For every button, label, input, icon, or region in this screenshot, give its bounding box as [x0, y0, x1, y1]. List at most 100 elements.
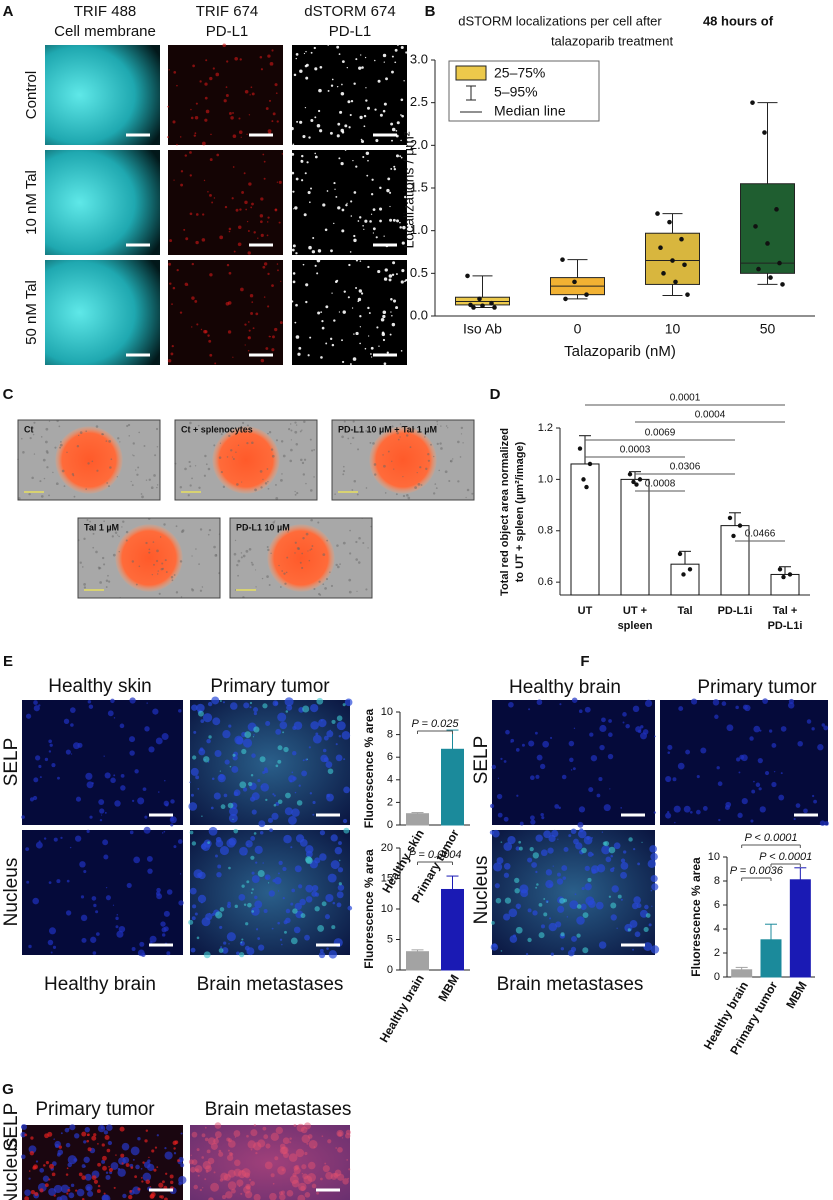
micrograph-speck: [225, 86, 228, 88]
micrograph-speck: [393, 468, 395, 470]
micrograph-speck: [149, 935, 157, 943]
micrograph-speck: [294, 421, 297, 424]
micrograph-speck: [154, 454, 157, 457]
micrograph-speck: [279, 938, 283, 941]
micrograph-speck: [20, 437, 23, 440]
micrograph-speck: [194, 132, 197, 135]
micrograph-speck: [611, 885, 619, 893]
micrograph-speck: [95, 550, 98, 554]
micrograph-speck: [573, 727, 576, 730]
micrograph-speck: [337, 884, 345, 891]
micrograph-speck: [247, 321, 250, 323]
micrograph-speck: [104, 811, 107, 814]
micrograph-background: [45, 150, 160, 255]
micrograph-speck: [322, 1165, 330, 1173]
micrograph-speck: [154, 1146, 158, 1149]
micrograph-speck: [308, 1139, 318, 1149]
spheroid: [212, 426, 280, 494]
micrograph-speck: [56, 879, 61, 884]
micrograph-speck: [357, 300, 360, 303]
micrograph-speck: [208, 528, 212, 532]
micrograph-speck: [341, 1137, 344, 1139]
micrograph-speck: [629, 920, 638, 928]
micrograph-speck: [87, 1147, 92, 1152]
micrograph-speck: [211, 696, 220, 705]
micrograph-speck: [712, 699, 720, 706]
micrograph-speck: [175, 591, 179, 594]
x-tick-label: Tal: [677, 605, 692, 617]
micrograph-speck: [588, 787, 594, 793]
micrograph-speck: [370, 356, 373, 358]
micrograph-speck: [383, 102, 387, 106]
micrograph-speck: [254, 900, 263, 909]
micrograph: [188, 826, 353, 959]
micrograph-speck: [118, 925, 126, 933]
micrograph-speck: [254, 895, 258, 900]
micrograph-speck: [300, 159, 303, 162]
micrograph-speck: [260, 486, 263, 489]
micrograph-speck: [227, 330, 232, 334]
micrograph-speck: [136, 473, 139, 476]
micrograph-speck: [313, 1146, 316, 1149]
micrograph-speck: [356, 590, 358, 592]
data-point: [677, 551, 683, 557]
micrograph-speck: [637, 862, 641, 866]
micrograph-speck: [108, 439, 112, 443]
micrograph-speck: [46, 466, 49, 469]
micrograph-speck: [158, 592, 161, 595]
micrograph-speck: [310, 51, 313, 54]
micrograph-speck: [306, 758, 309, 761]
micrograph-speck: [255, 312, 259, 316]
micrograph-speck: [562, 876, 567, 880]
micrograph-speck: [303, 213, 307, 217]
micrograph-speck: [535, 870, 538, 874]
micrograph-speck: [250, 206, 253, 209]
micrograph-speck: [267, 432, 269, 435]
micrograph-speck: [601, 717, 606, 723]
image-label: PD-L1 10 µM: [236, 522, 290, 532]
micrograph-speck: [170, 352, 174, 356]
micrograph-speck: [185, 237, 189, 241]
micrograph-speck: [249, 796, 256, 802]
micrograph-speck: [114, 531, 118, 535]
micrograph-speck: [251, 871, 255, 875]
micrograph-speck: [135, 469, 137, 471]
micrograph-speck: [278, 221, 281, 224]
micrograph-speck: [321, 901, 327, 907]
micrograph-speck: [209, 353, 213, 357]
micrograph-speck: [206, 738, 211, 744]
x-tick-label: 0: [574, 321, 582, 337]
micrograph-speck: [243, 172, 246, 175]
image-header: Brain metastases: [197, 974, 344, 995]
micrograph-speck: [81, 566, 84, 568]
micrograph-speck: [349, 552, 352, 555]
micrograph-speck: [326, 539, 329, 542]
micrograph-speck: [496, 857, 504, 865]
micrograph-speck: [241, 884, 245, 888]
micrograph-speck: [195, 548, 197, 550]
micrograph-speck: [332, 901, 336, 905]
micrograph-speck: [272, 1182, 275, 1185]
micrograph-speck: [313, 476, 315, 478]
data-point: [634, 482, 639, 487]
micrograph-speck: [400, 98, 404, 102]
data-point: [777, 567, 783, 572]
micrograph-speck: [99, 818, 103, 822]
micrograph-speck: [370, 213, 373, 215]
micrograph-speck: [146, 855, 153, 862]
micrograph-speck: [242, 738, 253, 748]
data-point: [465, 273, 470, 279]
micrograph-speck: [318, 951, 326, 959]
micrograph-speck: [161, 927, 167, 933]
micrograph-speck: [54, 1143, 60, 1149]
micrograph-speck: [268, 431, 272, 434]
micrograph-speck: [338, 859, 341, 862]
micrograph-speck: [213, 792, 221, 800]
micrograph-speck: [343, 420, 346, 423]
micrograph-speck: [191, 326, 193, 328]
x-tick-label: spleen: [618, 620, 653, 632]
micrograph-speck: [392, 299, 397, 303]
micrograph-speck: [179, 311, 183, 314]
micrograph-speck: [321, 326, 325, 330]
micrograph-speck: [238, 893, 246, 901]
